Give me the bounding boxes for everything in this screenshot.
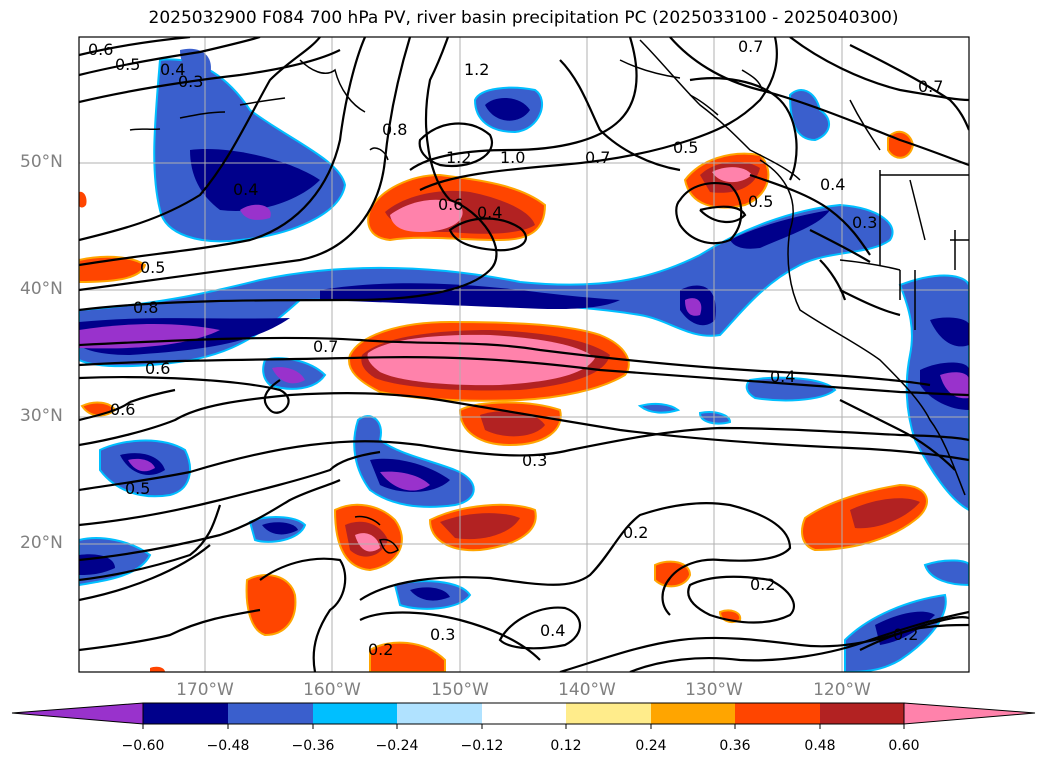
contour-label: 0.4 [233, 180, 258, 199]
colorbar-segment [482, 703, 566, 724]
lon-label-120w: 120°W [813, 680, 871, 700]
contour-label: 0.7 [313, 337, 338, 356]
colorbar-tick-label: −0.36 [291, 738, 335, 754]
colorbar-extend-min [11, 702, 144, 725]
contour-label: 0.7 [738, 37, 763, 56]
lon-label-160w: 160°W [303, 680, 361, 700]
contour-label: 0.4 [160, 60, 185, 79]
contour-label: 0.6 [145, 359, 170, 378]
contour-label: 0.2 [893, 625, 918, 644]
pv-contours [79, 37, 969, 672]
contour-label: 0.4 [770, 367, 795, 386]
colorbar-tick-label: −0.60 [121, 738, 165, 754]
contour-label: 0.7 [585, 148, 610, 167]
colorbar-segment [228, 703, 313, 724]
colorbar [11, 702, 1036, 729]
colorbar-tick-label: 0.60 [888, 738, 920, 754]
contour-label: 1.2 [464, 60, 489, 79]
lon-label-170w: 170°W [176, 680, 234, 700]
contour-label: 0.8 [382, 120, 407, 139]
contour-label: 0.5 [140, 258, 165, 277]
colorbar-segment [566, 703, 651, 724]
lon-label-130w: 130°W [685, 680, 743, 700]
colorbar-segment [143, 703, 228, 724]
colorbar-segment [397, 703, 482, 724]
contour-label: 0.3 [522, 451, 547, 470]
colorbar-extend-max [903, 702, 1036, 725]
contour-label: 0.8 [133, 298, 158, 317]
colorbar-tick-label: −0.48 [206, 738, 250, 754]
contour-label: 1.2 [446, 148, 471, 167]
colorbar-tick-label: −0.12 [460, 738, 504, 754]
lat-label-30n: 30°N [20, 406, 63, 426]
colorbar-segment [735, 703, 820, 724]
contour-labels: 0.6 0.5 0.4 0.3 1.2 0.7 0.7 0.8 1.2 1.0 … [88, 37, 943, 659]
colorbar-segment [313, 703, 397, 724]
lat-label-50n: 50°N [20, 152, 63, 172]
contour-label: 0.6 [438, 195, 463, 214]
colorbar-tick-label: 0.24 [635, 738, 667, 754]
contour-label: 0.3 [178, 72, 203, 91]
colorbar-tick-label: 0.12 [550, 738, 582, 754]
contour-label: 0.5 [125, 479, 150, 498]
contour-label: 0.6 [110, 400, 135, 419]
contour-label: 0.3 [852, 213, 877, 232]
colorbar-tick-label: 0.36 [719, 738, 751, 754]
lon-label-150w: 150°W [431, 680, 489, 700]
contour-label: 0.2 [623, 523, 648, 542]
contour-label: 0.5 [115, 55, 140, 74]
map-plot-area: 0.6 0.5 0.4 0.3 1.2 0.7 0.7 0.8 1.2 1.0 … [79, 37, 969, 672]
map-frame [78, 36, 970, 673]
contour-label: 0.5 [673, 138, 698, 157]
graticule [79, 37, 969, 672]
colorbar-segment [651, 703, 735, 724]
contour-label: 0.5 [748, 192, 773, 211]
lon-label-140w: 140°W [558, 680, 616, 700]
colorbar-tick-label: −0.24 [375, 738, 419, 754]
contour-label: 0.4 [540, 621, 565, 640]
contour-label: 0.3 [430, 625, 455, 644]
lat-label-40n: 40°N [20, 279, 63, 299]
map-title: 2025032900 F084 700 hPa PV, river basin … [148, 8, 899, 28]
lat-label-20n: 20°N [20, 533, 63, 553]
contour-label: 0.4 [477, 203, 502, 222]
contour-label: 0.6 [88, 40, 113, 59]
contour-label: 0.7 [918, 77, 943, 96]
contour-label: 0.4 [820, 175, 845, 194]
contour-label: 1.0 [500, 148, 525, 167]
contour-label: 0.2 [368, 640, 393, 659]
colorbar-tick-label: 0.48 [804, 738, 836, 754]
contour-label: 0.2 [750, 575, 775, 594]
colorbar-segment [820, 703, 904, 724]
